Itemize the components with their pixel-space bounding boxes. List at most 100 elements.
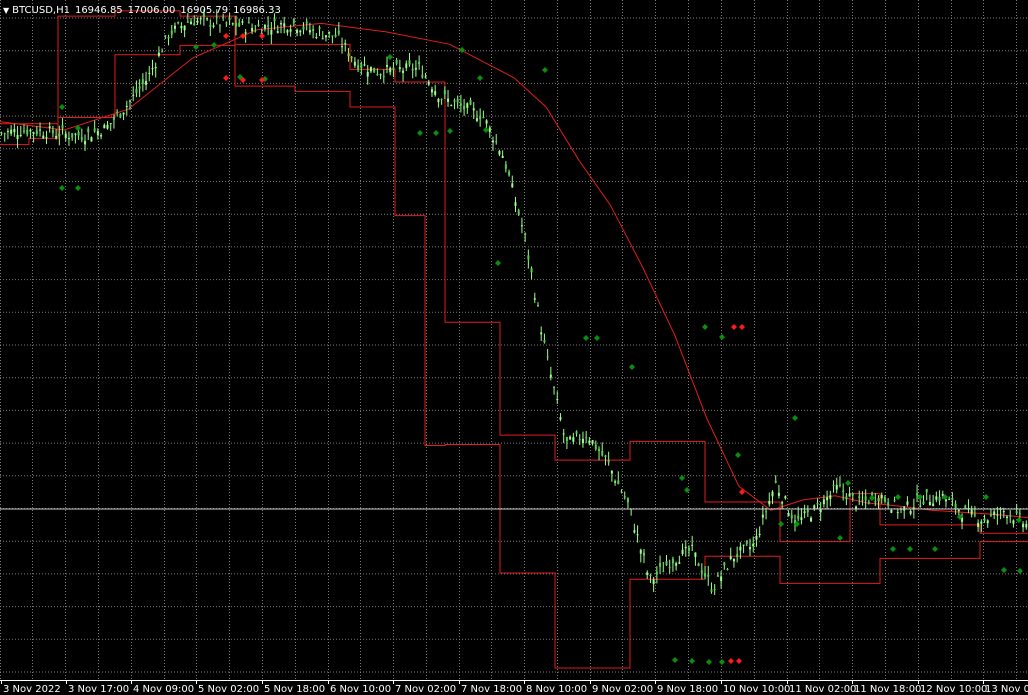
time-tick-label: 9 Nov 02:00 xyxy=(592,684,653,695)
candle-body xyxy=(100,135,103,137)
candle-body xyxy=(877,498,880,502)
signal-dot-green xyxy=(483,127,489,133)
candle-body xyxy=(662,571,665,573)
candle-body xyxy=(867,502,870,504)
candle-body xyxy=(1002,511,1005,513)
candle-body xyxy=(851,493,854,496)
candle-body xyxy=(559,417,562,420)
candle-body xyxy=(482,117,485,119)
candle-body xyxy=(739,546,742,551)
candle-body xyxy=(183,25,186,31)
candle-body xyxy=(752,543,755,547)
candle-body xyxy=(180,25,183,29)
candle-body xyxy=(405,63,408,69)
candle-body xyxy=(838,484,841,486)
candle-body xyxy=(896,512,899,514)
candle-body xyxy=(424,76,427,78)
candle-body xyxy=(806,509,809,513)
candle-body xyxy=(289,29,292,32)
candle-body xyxy=(961,517,964,522)
candle-body xyxy=(427,82,430,85)
candle-body xyxy=(530,268,533,273)
candle-body xyxy=(540,332,543,335)
candle-body xyxy=(845,496,848,500)
time-tick-label: 5 Nov 02:00 xyxy=(198,684,259,695)
candle-body xyxy=(302,26,305,30)
candle-body xyxy=(578,439,581,441)
candle-body xyxy=(129,100,131,102)
candle-body xyxy=(132,94,135,96)
candle-body xyxy=(617,480,620,485)
time-tick-label: 12 Nov 10:00 xyxy=(920,684,987,695)
candle-body xyxy=(511,183,514,188)
candle-body xyxy=(421,74,424,78)
candle-body xyxy=(989,514,992,516)
signal-dot-red xyxy=(739,489,745,495)
candle-body xyxy=(771,491,774,497)
signal-dot-red xyxy=(259,33,265,39)
candle-body xyxy=(347,53,350,57)
candle-body xyxy=(22,130,25,132)
candle-body xyxy=(363,64,366,66)
candle-body xyxy=(996,514,999,516)
candle-body xyxy=(93,128,96,132)
candle-body xyxy=(472,108,475,111)
signal-dot-green xyxy=(417,130,423,136)
candle-body xyxy=(382,76,385,78)
candle-body xyxy=(479,115,482,120)
candle-body xyxy=(244,32,247,34)
candle-body xyxy=(758,533,761,535)
candle-body xyxy=(842,490,845,492)
candle-body xyxy=(488,127,491,133)
candle-body xyxy=(475,118,478,121)
signal-dot-green xyxy=(583,335,589,341)
candle-body xyxy=(395,60,398,64)
candle-body xyxy=(546,356,549,358)
candle-body xyxy=(0,132,3,134)
candle-body xyxy=(366,71,369,77)
candle-body xyxy=(459,103,462,106)
candle-body xyxy=(177,22,180,24)
candle-body xyxy=(145,80,148,85)
candle-body xyxy=(418,61,421,65)
candle-body xyxy=(944,499,947,502)
candle-body xyxy=(665,561,668,566)
chart-menu-arrow-icon[interactable]: ▼ xyxy=(3,6,10,15)
candle-body xyxy=(659,563,662,567)
signal-dot-red xyxy=(240,33,246,39)
candle-body xyxy=(569,436,572,440)
candle-body xyxy=(55,135,58,139)
signal-dot-green xyxy=(629,364,635,370)
candle-body xyxy=(238,22,241,27)
moving-average xyxy=(0,22,1028,519)
candle-body xyxy=(883,497,886,501)
candle-body xyxy=(598,448,601,452)
signal-dot-green xyxy=(75,125,81,131)
candle-body xyxy=(607,460,610,463)
candle-body xyxy=(858,496,861,498)
signal-dot-green xyxy=(75,185,81,191)
signal-dot-green xyxy=(983,494,989,500)
candle-body xyxy=(305,21,308,24)
candle-body xyxy=(691,544,694,546)
low-value: 16905.79 xyxy=(180,5,229,16)
candle-body xyxy=(254,30,257,32)
candle-body xyxy=(678,562,681,564)
candle-body xyxy=(450,105,453,107)
candle-body xyxy=(655,571,658,575)
candle-body xyxy=(334,34,337,37)
candle-body xyxy=(951,498,954,500)
candle-body xyxy=(928,501,931,506)
candle-body xyxy=(96,130,99,136)
candle-body xyxy=(312,29,315,31)
candle-body xyxy=(29,129,32,132)
signal-dot-green xyxy=(778,521,784,527)
candle-body xyxy=(350,56,353,59)
signal-dot-green xyxy=(1016,517,1022,523)
candle-body xyxy=(810,517,813,522)
signal-dot-green xyxy=(689,658,695,664)
candle-body xyxy=(880,494,883,499)
candle-body xyxy=(492,140,495,143)
